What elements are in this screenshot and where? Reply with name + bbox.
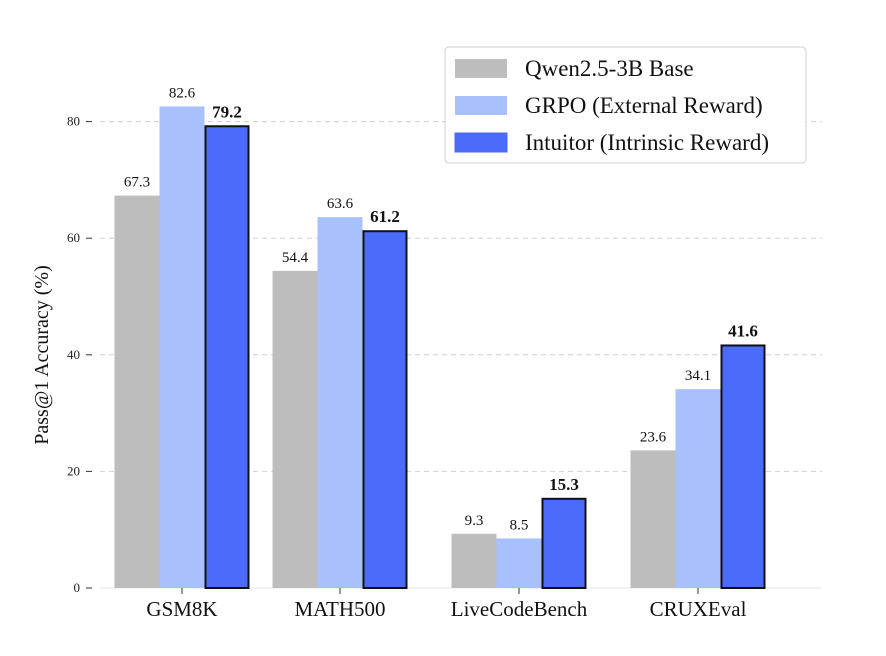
y-axis-label: Pass@1 Accuracy (%) bbox=[31, 265, 53, 444]
bar-base-gsm8k bbox=[114, 195, 160, 589]
data-label: 8.5 bbox=[510, 517, 529, 533]
bar-intuitor-cruxeval bbox=[720, 344, 766, 589]
data-label: 79.2 bbox=[212, 102, 242, 121]
legend-swatch bbox=[455, 96, 507, 115]
data-label: 67.3 bbox=[124, 175, 150, 191]
legend: Qwen2.5-3B Base GRPO (External Reward) Int… bbox=[444, 46, 807, 164]
bar-grpo-math500 bbox=[317, 217, 363, 588]
x-tick-label: CRUXEval bbox=[650, 597, 747, 621]
data-label: 54.4 bbox=[282, 250, 309, 266]
data-label: 23.6 bbox=[640, 429, 667, 445]
y-tick-label: 80 bbox=[67, 114, 80, 129]
bar-base-livecodebench bbox=[451, 533, 497, 588]
bar-intuitor-gsm8k bbox=[204, 125, 250, 589]
data-label: 63.6 bbox=[327, 196, 354, 212]
y-tick-label: 0 bbox=[74, 580, 81, 595]
value-labels-layer: 67.3 54.4 9.3 23.6 82.6 63.6 8.5 34.1 79.2 61.2 15… bbox=[124, 85, 758, 533]
bar-grpo-cruxeval bbox=[675, 389, 721, 588]
bar-base-cruxeval bbox=[630, 450, 676, 588]
legend-swatch bbox=[454, 132, 508, 153]
x-tick-label: MATH500 bbox=[294, 597, 385, 621]
legend-label: Intuitor (Intrinsic Reward) bbox=[525, 130, 769, 155]
legend-label: Qwen2.5-3B Base bbox=[525, 56, 694, 81]
x-tick-label: LiveCodeBench bbox=[451, 597, 588, 621]
y-tick-label: 60 bbox=[67, 230, 80, 245]
data-label: 15.3 bbox=[549, 475, 579, 494]
bars-layer bbox=[114, 106, 766, 589]
bar-intuitor-math500 bbox=[362, 230, 408, 589]
legend-label: GRPO (External Reward) bbox=[525, 93, 763, 118]
data-label: 61.2 bbox=[370, 207, 400, 226]
data-label: 9.3 bbox=[465, 513, 484, 529]
data-label: 82.6 bbox=[169, 85, 196, 101]
x-tick-label: GSM8K bbox=[146, 597, 217, 621]
axis-layer: 0 20 40 60 80 GSM8K MATH500 LiveCodeBench CRUXEv… bbox=[67, 114, 747, 621]
y-tick-label: 40 bbox=[67, 347, 80, 362]
legend-swatch bbox=[455, 59, 507, 78]
data-label: 41.6 bbox=[728, 321, 758, 340]
legend-frame bbox=[444, 46, 807, 164]
bar-grpo-livecodebench bbox=[496, 538, 542, 588]
bar-base-math500 bbox=[272, 270, 318, 588]
data-label: 34.1 bbox=[685, 368, 711, 384]
bar-intuitor-livecodebench bbox=[541, 497, 587, 589]
bar-grpo-gsm8k bbox=[159, 106, 205, 588]
y-tick-label: 20 bbox=[67, 463, 80, 478]
